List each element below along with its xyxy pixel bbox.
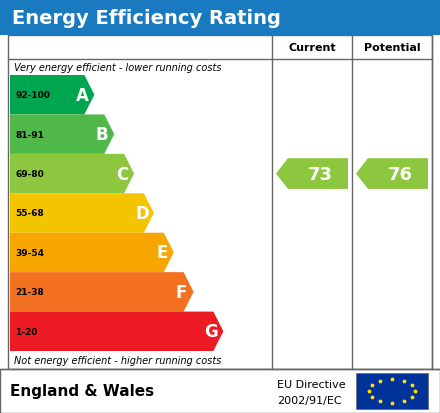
Polygon shape — [276, 159, 348, 190]
Text: 55-68: 55-68 — [15, 209, 44, 218]
Text: A: A — [76, 86, 89, 104]
Bar — [0, 369, 440, 413]
Text: C: C — [116, 165, 128, 183]
Text: Not energy efficient - higher running costs: Not energy efficient - higher running co… — [14, 355, 221, 365]
Bar — [356, 373, 428, 409]
Text: Current: Current — [288, 43, 336, 53]
Text: 39-54: 39-54 — [15, 248, 44, 257]
Polygon shape — [10, 154, 134, 194]
Text: 92-100: 92-100 — [15, 91, 50, 100]
Text: Potential: Potential — [364, 43, 420, 53]
Polygon shape — [10, 115, 114, 154]
Text: B: B — [96, 126, 109, 144]
Text: 76: 76 — [388, 165, 413, 183]
Polygon shape — [10, 233, 174, 273]
Polygon shape — [10, 273, 194, 312]
Text: 73: 73 — [308, 165, 333, 183]
Text: F: F — [176, 283, 187, 301]
Text: 81-91: 81-91 — [15, 131, 44, 139]
Polygon shape — [10, 76, 95, 115]
Text: 21-38: 21-38 — [15, 288, 44, 297]
Text: G: G — [205, 323, 218, 340]
Text: E: E — [156, 244, 168, 262]
Bar — [8, 36, 432, 369]
Text: England & Wales: England & Wales — [10, 384, 154, 399]
Polygon shape — [356, 159, 428, 190]
Text: EU Directive: EU Directive — [277, 380, 346, 389]
Text: 2002/91/EC: 2002/91/EC — [277, 395, 341, 405]
Text: Very energy efficient - lower running costs: Very energy efficient - lower running co… — [14, 63, 221, 73]
Polygon shape — [10, 194, 154, 233]
Text: 69-80: 69-80 — [15, 170, 44, 179]
Bar — [0, 0, 440, 36]
Text: D: D — [135, 204, 149, 223]
Text: Energy Efficiency Rating: Energy Efficiency Rating — [12, 9, 281, 27]
Polygon shape — [10, 312, 224, 351]
Text: 1-20: 1-20 — [15, 327, 37, 336]
